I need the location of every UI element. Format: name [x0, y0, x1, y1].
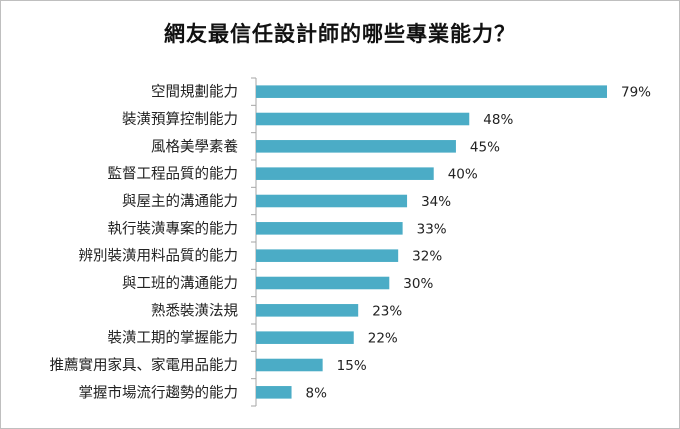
value-label: 22%: [368, 331, 398, 347]
bar-5: [256, 194, 408, 208]
bar-series: [256, 85, 607, 399]
bar-8: [256, 276, 390, 290]
value-label: 34%: [421, 194, 451, 210]
value-label: 40%: [448, 167, 478, 183]
value-label: 8%: [306, 385, 328, 401]
value-label: 48%: [483, 112, 513, 128]
bar-3: [256, 140, 456, 153]
bar-4: [256, 167, 434, 180]
value-label: 32%: [412, 249, 442, 265]
category-label: 風格美學素養: [151, 137, 238, 155]
category-label: 執行裝潢專案的能力: [108, 219, 239, 237]
bar-10: [256, 331, 354, 344]
bar-2: [256, 112, 470, 126]
bar-7: [256, 249, 399, 262]
value-labels: 79% 48% 45% 40% 34% 33% 32% 30%23% 22%15% 8%: [306, 85, 652, 402]
value-label: 15%: [337, 358, 367, 374]
category-labels: 空間規劃能力裝潢預算控制能力風格美學素養監督工程品質的能力與屋主的溝通能力執行裝…: [50, 84, 239, 402]
bar-9: [256, 304, 359, 317]
category-label: 掌握市場流行趨勢的能力: [79, 384, 239, 401]
bar-1: [256, 85, 607, 98]
category-label: 與屋主的溝通能力: [122, 193, 238, 210]
category-label: 辨別裝潢用料品質的能力: [79, 247, 239, 265]
bar-11: [256, 358, 323, 372]
category-label: 推薦實用家具、家電用品能力: [50, 356, 239, 374]
value-label: 23%: [372, 303, 402, 319]
category-label: 熟悉裝潢法規: [151, 302, 238, 319]
value-label: 33%: [417, 221, 447, 237]
chart-title: 網友最信任設計師的哪些專業能力？: [164, 22, 516, 46]
category-label: 與工班的溝通能力: [122, 275, 238, 292]
bar-6: [256, 222, 403, 235]
category-label: 裝潢工期的掌握能力: [108, 330, 239, 347]
category-label: 裝潢預算控制能力: [122, 111, 238, 128]
value-label: 79%: [621, 85, 651, 101]
chart-axis: [251, 77, 257, 407]
bar-12: [256, 386, 292, 399]
value-label: 30%: [403, 276, 433, 292]
value-label: 45%: [470, 139, 500, 155]
category-label: 監督工程品質的能力: [108, 165, 239, 183]
category-label: 空間規劃能力: [151, 84, 238, 101]
